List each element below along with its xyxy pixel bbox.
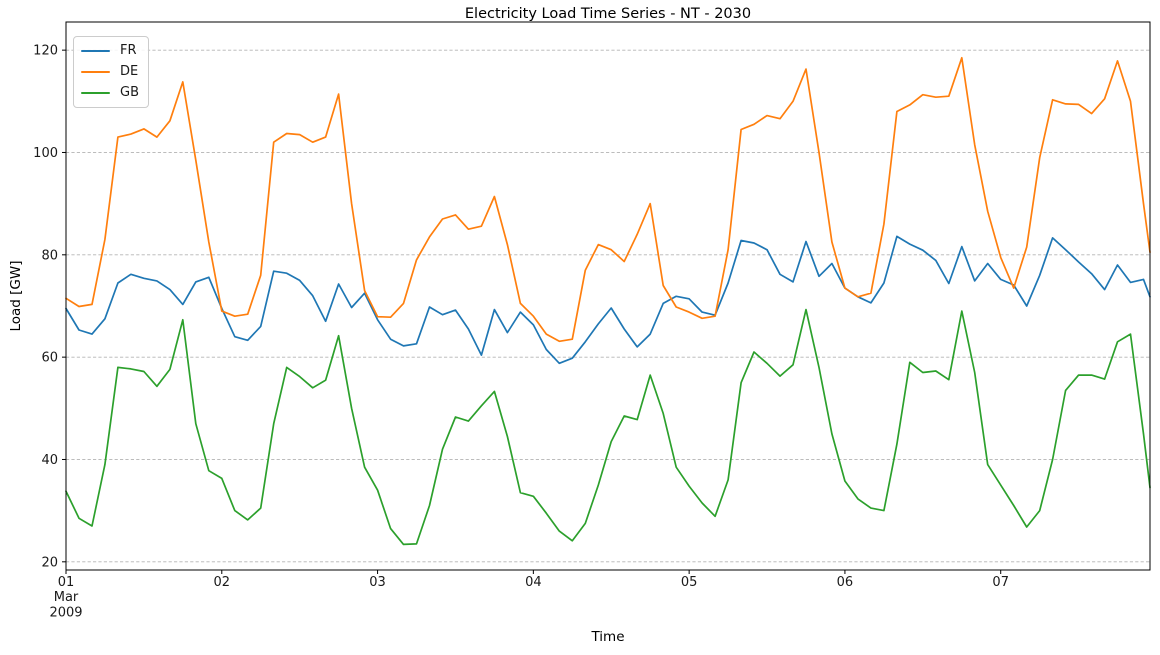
legend-entry-fr: FR [81, 44, 139, 58]
chart-title: Electricity Load Time Series - NT - 2030 [465, 6, 751, 22]
legend-label-de: DE [120, 64, 139, 79]
series-line-de [65, 56, 1151, 343]
x-tick-sublabel: 2009 [49, 606, 82, 621]
plot-border [65, 21, 1151, 571]
y-tick-label: 120 [33, 44, 58, 59]
series-lines [65, 56, 1151, 546]
y-axis-label: Load [GW] [8, 260, 24, 331]
gridlines [66, 49, 1150, 563]
legend-line-de-icon [81, 70, 110, 74]
legend-line-gb-icon [81, 91, 110, 95]
x-tick-sublabel: Mar [54, 590, 79, 605]
legend-label-gb: GB [120, 85, 139, 100]
x-tick-label: 07 [992, 575, 1009, 590]
x-tick-label: 01 [58, 575, 75, 590]
series-line-gb [65, 308, 1151, 546]
y-tick-label: 40 [41, 453, 58, 468]
y-tick-label: 80 [41, 248, 58, 263]
x-tick-label: 04 [525, 575, 542, 590]
x-axis-label: Time [590, 629, 624, 645]
x-tick-label: 03 [369, 575, 386, 590]
y-tick-label: 20 [41, 555, 58, 570]
series-line-fr [65, 235, 1151, 365]
legend-line-fr-icon [81, 49, 110, 53]
legend-entry-gb: GB [81, 86, 139, 100]
x-tick-label: 05 [681, 575, 698, 590]
y-tick-label: 60 [41, 351, 58, 366]
legend: FR DE GB [73, 36, 149, 108]
legend-label-fr: FR [120, 43, 137, 58]
y-tick-label: 100 [33, 146, 58, 161]
x-tick-label: 02 [214, 575, 231, 590]
legend-entry-de: DE [81, 65, 139, 79]
x-tick-label: 06 [837, 575, 854, 590]
